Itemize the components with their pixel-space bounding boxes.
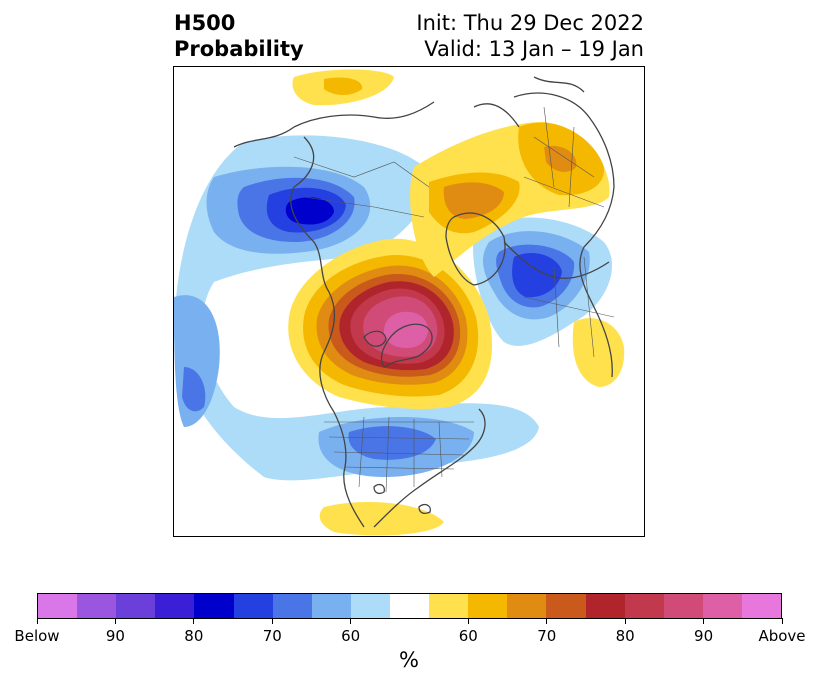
colorbar-tick <box>193 618 195 624</box>
colorbar-segment <box>429 594 469 618</box>
colorbar-tick-label: 90 <box>694 627 714 645</box>
colorbar-tick-label: 60 <box>458 627 478 645</box>
colorbar-segment <box>38 594 78 618</box>
colorbar-tick-label: 80 <box>184 627 204 645</box>
colorbar-segment <box>624 594 664 618</box>
colorbar <box>37 593 782 619</box>
political-boundaries <box>293 106 615 493</box>
above-normal-anomaly <box>288 69 625 536</box>
colorbar-tick <box>781 618 783 624</box>
colorbar-segment <box>350 594 390 618</box>
colorbar-segment <box>116 594 156 618</box>
colorbar-tick <box>467 618 469 624</box>
title-product: Probability <box>174 37 304 61</box>
colorbar-tick-label: 70 <box>537 627 557 645</box>
colorbar-tick-label: 80 <box>615 627 635 645</box>
colorbar-segment <box>233 594 273 618</box>
init-date: Init: Thu 29 Dec 2022 <box>416 11 644 35</box>
colorbar-tick-label: Above <box>758 627 806 645</box>
colorbar-tick <box>546 618 548 624</box>
colorbar-segment <box>311 594 351 618</box>
coastlines <box>233 76 615 528</box>
colorbar-tick <box>36 618 38 624</box>
colorbar-tick-label: 60 <box>341 627 361 645</box>
colorbar-tick-label: 70 <box>262 627 282 645</box>
map-panel <box>173 66 645 537</box>
colorbar-tick-label: 90 <box>105 627 125 645</box>
below-normal-anomaly <box>174 135 613 481</box>
colorbar-segment <box>155 594 195 618</box>
colorbar-segment <box>389 594 430 618</box>
colorbar-tick <box>624 618 626 624</box>
colorbar-segment <box>194 594 234 618</box>
colorbar-tick <box>350 618 352 624</box>
colorbar-segment <box>663 594 703 618</box>
colorbar-segment <box>585 594 625 618</box>
map-dates: Init: Thu 29 Dec 2022 Valid: 13 Jan – 19… <box>416 10 644 62</box>
colorbar-segment <box>272 594 312 618</box>
colorbar-segment <box>77 594 117 618</box>
colorbar-segment <box>741 594 782 618</box>
colorbar-unit: % <box>399 648 419 672</box>
colorbar-tick-label: Below <box>14 627 60 645</box>
title-variable: H500 <box>174 11 236 35</box>
colorbar-segment <box>468 594 508 618</box>
colorbar-segment <box>507 594 547 618</box>
colorbar-tick <box>271 618 273 624</box>
colorbar-segment <box>546 594 586 618</box>
colorbar-segment <box>702 594 742 618</box>
map-title: H500 Probability <box>174 10 304 62</box>
valid-range: Valid: 13 Jan – 19 Jan <box>424 37 644 61</box>
colorbar-tick <box>703 618 705 624</box>
colorbar-tick <box>114 618 116 624</box>
polar-map <box>174 67 644 536</box>
